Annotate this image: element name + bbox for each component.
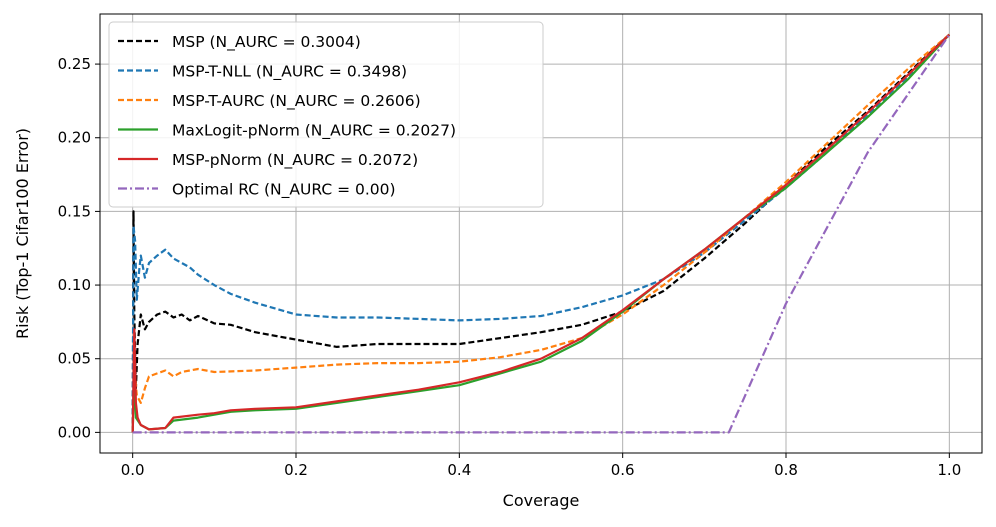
legend-label: MaxLogit-pNorm (N_AURC = 0.2027) [172,122,456,141]
x-tick-label: 1.0 [937,461,961,479]
series-layer [131,33,951,434]
series-line-0 [131,33,951,433]
legend-label: MSP-T-AURC (N_AURC = 0.2606) [172,92,421,111]
x-tick-label: 0.8 [774,461,798,479]
legend-label: MSP-pNorm (N_AURC = 0.2072) [172,151,418,170]
x-tick-label: 0.4 [447,461,471,479]
series-line-4 [131,33,951,433]
y-tick-label: 0.05 [58,350,91,368]
legend-label: MSP-T-NLL (N_AURC = 0.3498) [172,63,407,82]
x-tick-label: 0.6 [611,461,635,479]
x-tick-label: 0.0 [121,461,145,479]
x-tick-label: 0.2 [284,461,308,479]
legend-label: Optimal RC (N_AURC = 0.00) [172,181,396,200]
y-tick-label: 0.20 [58,129,91,147]
series-line-1 [131,33,951,433]
ticks: 0.0 0.2 0.4 0.6 0.8 1.0 0.00 0.05 0.10 0.15 0.20 0.… [58,55,962,479]
y-tick-label: 0.15 [58,202,91,220]
legend-box [108,21,544,208]
y-axis-label: Risk (Top-1 Cifar100 Error) [13,128,32,339]
y-tick-label: 0.10 [58,276,91,294]
series-line-5 [132,33,951,434]
y-tick-label: 0.25 [58,55,91,73]
x-axis-label: Coverage [503,491,580,510]
plot-frame [99,13,983,454]
legend-label: MSP (N_AURC = 0.3004) [172,33,361,52]
legend: MSP (N_AURC = 0.3004) MSP-T-NLL (N_AURC =… [108,21,544,208]
y-tick-label: 0.00 [58,423,91,441]
